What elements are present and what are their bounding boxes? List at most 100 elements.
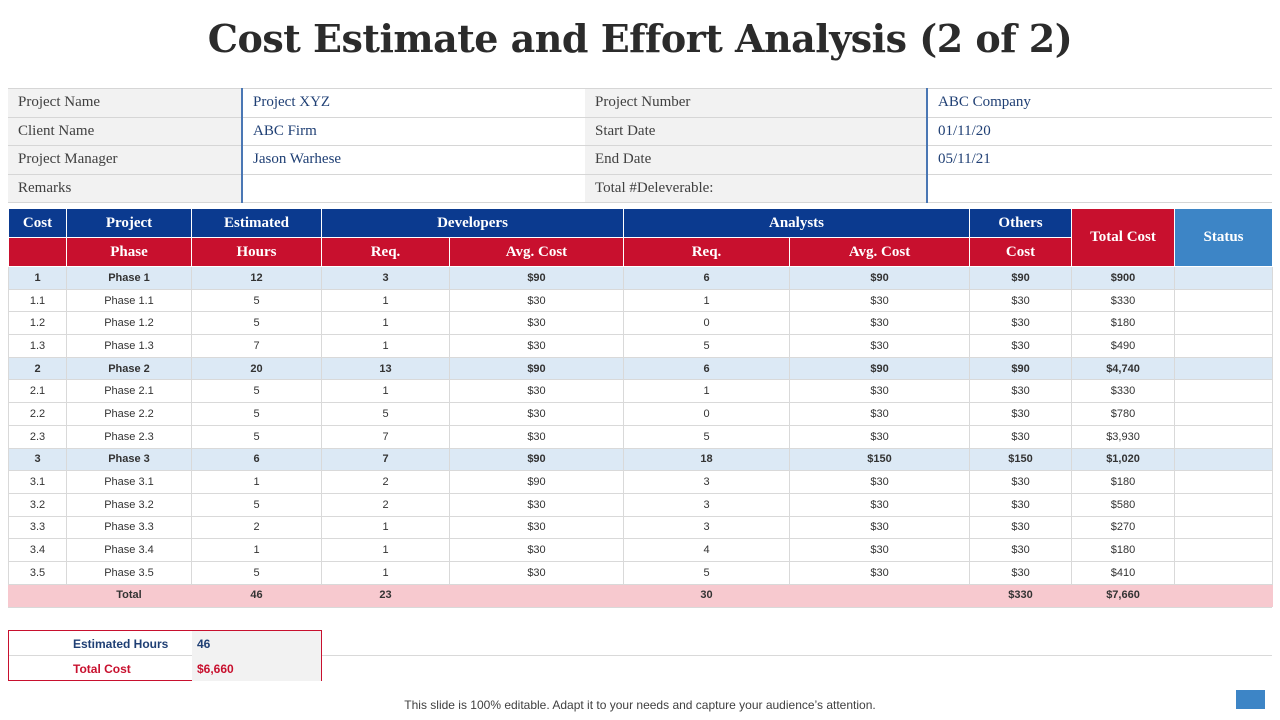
cell-cost-id: 1.2: [8, 311, 67, 336]
cell-phase-name: Total: [66, 583, 192, 608]
cell-phase-name: Phase 1: [66, 266, 192, 290]
cell-analyst-req: 6: [623, 266, 790, 290]
cell-phase-name: Phase 3.5: [66, 560, 192, 585]
cell-analyst-avg-cost: $30: [788, 379, 971, 404]
cell-analyst-req: 18: [623, 447, 790, 472]
cell-dev-req: 23: [321, 583, 450, 608]
total-cost-row: Total Cost $6,660: [9, 656, 321, 681]
cell-others-cost: $90: [969, 266, 1073, 290]
cell-analyst-req: 1: [623, 379, 790, 404]
cell-others-cost: $30: [969, 492, 1073, 517]
cell-dev-avg-cost: $90: [449, 266, 624, 290]
cell-status: [1174, 515, 1274, 540]
cell-dev-avg-cost: $90: [449, 356, 624, 381]
cell-total-cost: $270: [1071, 515, 1176, 540]
table-row: 1.1 Phase 1.1 5 1 $30 1 $30 $30 $330: [8, 288, 1274, 313]
cell-total-cost: $7,660: [1071, 583, 1176, 608]
cell-phase-name: Phase 2.1: [66, 379, 192, 404]
project-info-body: Project Name Project XYZ Project Number ABC…: [8, 88, 1272, 203]
cell-hours: 12: [191, 266, 322, 290]
cell-dev-req: 3: [321, 266, 450, 290]
phase-row: 1 Phase 1 12 3 $90 6 $90 $90 $900: [8, 266, 1274, 290]
cell-cost-id: 3: [8, 447, 67, 472]
cell-phase-name: Phase 2: [66, 356, 192, 381]
header-others: Others: [969, 208, 1073, 238]
cell-dev-avg-cost: $30: [449, 424, 624, 449]
cell-hours: 1: [191, 538, 322, 562]
header-estimated: Estimated: [191, 208, 322, 238]
cell-total-cost: $900: [1071, 266, 1176, 290]
cell-cost-id: 1.3: [8, 334, 67, 358]
cell-dev-req: 7: [321, 447, 450, 472]
cell-others-cost: $30: [969, 515, 1073, 540]
cell-status: [1174, 334, 1274, 358]
cell-dev-req: 1: [321, 311, 450, 336]
cell-analyst-avg-cost: $30: [788, 424, 971, 449]
table-row: 1.3 Phase 1.3 7 1 $30 5 $30 $30 $490: [8, 334, 1274, 358]
header-cost-blank: [8, 237, 67, 267]
phase-row: 3 Phase 3 6 7 $90 18 $150 $150 $1,020: [8, 447, 1274, 472]
total-cost-label: Total Cost: [73, 662, 131, 676]
info-value: ABC Company: [926, 88, 1272, 118]
cell-dev-req: 1: [321, 515, 450, 540]
table-row: 2.1 Phase 2.1 5 1 $30 1 $30 $30 $330: [8, 379, 1274, 404]
cell-analyst-req: 4: [623, 538, 790, 562]
cell-analyst-req: 6: [623, 356, 790, 381]
cell-cost-id: 3.3: [8, 515, 67, 540]
cell-analyst-req: 3: [623, 470, 790, 494]
header-hours: Hours: [191, 237, 322, 267]
header-analysts: Analysts: [622, 208, 971, 238]
cell-analyst-req: 5: [623, 560, 790, 585]
header-project: Project: [66, 208, 192, 238]
cell-others-cost: $150: [969, 447, 1073, 472]
header-dev-avg-cost: Avg. Cost: [449, 237, 624, 267]
info-value: Jason Warhese: [241, 145, 585, 175]
info-value: [926, 174, 1272, 203]
cell-status: [1174, 538, 1274, 562]
cell-dev-req: 13: [321, 356, 450, 381]
cell-analyst-avg-cost: $30: [788, 515, 971, 540]
cell-analyst-avg-cost: $30: [788, 288, 971, 313]
table-row: 3.1 Phase 3.1 1 2 $90 3 $30 $30 $180: [8, 470, 1274, 494]
table-row: 3.4 Phase 3.4 1 1 $30 4 $30 $30 $180: [8, 538, 1274, 562]
info-row: Project Manager Jason Warhese End Date 05/1…: [8, 145, 1272, 175]
cell-total-cost: $1,020: [1071, 447, 1176, 472]
table-row: 3.3 Phase 3.3 2 1 $30 3 $30 $30 $270: [8, 515, 1274, 540]
cell-hours: 5: [191, 288, 322, 313]
cell-dev-req: 1: [321, 379, 450, 404]
cell-total-cost: $410: [1071, 560, 1176, 585]
cell-analyst-avg-cost: $150: [788, 447, 971, 472]
cell-phase-name: Phase 1.3: [66, 334, 192, 358]
info-row: Remarks Total #Deleverable:: [8, 174, 1272, 203]
header-cost: Cost: [8, 208, 67, 238]
cell-analyst-req: 1: [623, 288, 790, 313]
info-row: Project Name Project XYZ Project Number ABC…: [8, 88, 1272, 118]
cell-phase-name: Phase 3.3: [66, 515, 192, 540]
cell-dev-req: 2: [321, 492, 450, 517]
info-value: [241, 174, 585, 203]
cell-others-cost: $30: [969, 470, 1073, 494]
info-label: Project Number: [585, 88, 927, 118]
cell-dev-avg-cost: $30: [449, 515, 624, 540]
info-label: Project Name: [8, 88, 242, 118]
cell-dev-req: 1: [321, 334, 450, 358]
cost-effort-table: Cost Project Estimated Developers Analys…: [8, 208, 1274, 608]
cell-status: [1174, 402, 1274, 426]
cell-dev-avg-cost: $30: [449, 288, 624, 313]
info-label: End Date: [585, 145, 927, 175]
cell-cost-id: 3.4: [8, 538, 67, 562]
cell-cost-id: 3.5: [8, 560, 67, 585]
cell-hours: 46: [191, 583, 322, 608]
table-row: 1.2 Phase 1.2 5 1 $30 0 $30 $30 $180: [8, 311, 1274, 336]
cell-analyst-req: 3: [623, 515, 790, 540]
cell-cost-id: 1.1: [8, 288, 67, 313]
cell-dev-avg-cost: $30: [449, 402, 624, 426]
value-cell-bg: [192, 656, 321, 681]
cell-total-cost: $180: [1071, 470, 1176, 494]
cell-dev-avg-cost: $90: [449, 447, 624, 472]
cell-hours: 1: [191, 470, 322, 494]
cell-total-cost: $3,930: [1071, 424, 1176, 449]
divider: [8, 607, 1272, 608]
total-row: Total 46 23 30 $330 $7,660: [8, 583, 1274, 608]
cell-others-cost: $30: [969, 311, 1073, 336]
